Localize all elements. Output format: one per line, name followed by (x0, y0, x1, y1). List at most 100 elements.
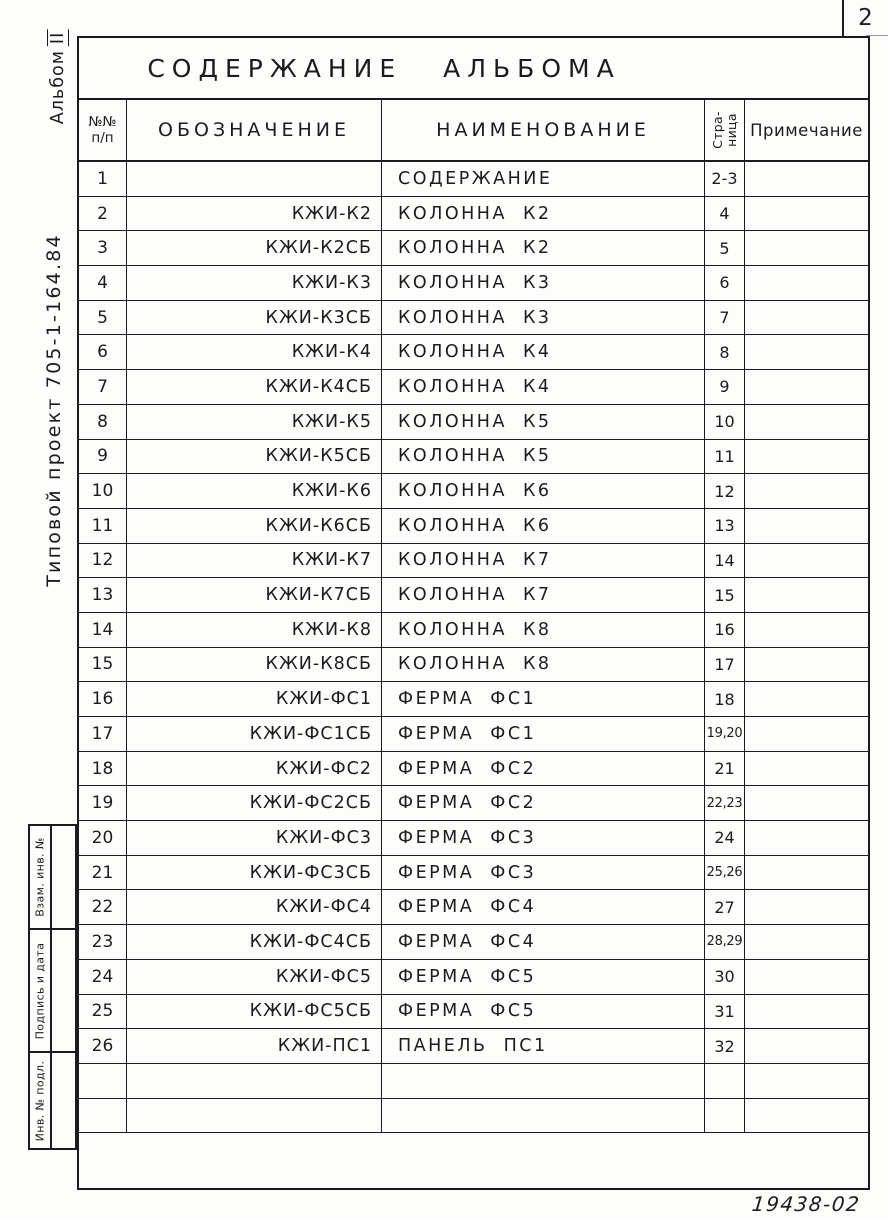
note-cell (745, 682, 868, 716)
header-row-number-line2: п/п (91, 130, 114, 146)
table-row: 16 КЖИ-ФС1 ФЕРМА ФС1 18 (79, 682, 868, 717)
row-number-cell (79, 1098, 127, 1133)
designation-cell: КЖИ-К2СБ (127, 231, 382, 266)
page-cell: 9 (705, 370, 745, 404)
designation-cell (127, 162, 382, 196)
name-cell: КОЛОННА К3 (382, 300, 705, 335)
header-row-number-line1: №№ (88, 113, 117, 130)
row-number-cell: 1 (79, 162, 127, 196)
stamp-inv-podl-label-cell: Инв. № подл. (30, 1053, 52, 1148)
row-number-cell: 14 (79, 612, 127, 647)
project-label-text: Типовой проект 705-1-164.84 (43, 233, 65, 587)
row-number-cell: 13 (79, 578, 127, 612)
designation-cell: КЖИ-ФС3 (127, 821, 382, 855)
stamp-inv-podl: Инв. № подл. (30, 1053, 75, 1148)
note-cell (745, 544, 868, 578)
note-cell (745, 856, 868, 890)
designation-cell: КЖИ-ФС1СБ (127, 717, 382, 751)
table-row: 2 КЖИ-К2 КОЛОННА К2 4 (79, 196, 868, 232)
note-cell (745, 509, 868, 543)
page-cell: 2-3 (705, 162, 745, 196)
page-cell: 31 (705, 994, 745, 1029)
name-cell: КОЛОННА К5 (382, 439, 705, 474)
page-cell: 6 (705, 266, 745, 300)
row-number-cell: 23 (79, 925, 127, 959)
page-cell: 17 (705, 647, 745, 682)
row-number-cell: 18 (79, 751, 127, 786)
table-title: СОДЕРЖАНИЕ АЛЬБОМА (147, 53, 621, 83)
name-cell (382, 1098, 705, 1133)
designation-cell: КЖИ-К5 (127, 404, 382, 439)
row-number-cell: 22 (79, 890, 127, 925)
name-cell: ФЕРМА ФС5 (382, 959, 705, 994)
name-cell: ФЕРМА ФС1 (382, 717, 705, 751)
designation-cell (127, 1098, 382, 1133)
designation-cell: КЖИ-ФС4СБ (127, 925, 382, 959)
header-name: НАИМЕНОВАНИЕ (382, 100, 705, 160)
album-label-text: Альбом II (47, 29, 69, 124)
page-cell: 15 (705, 578, 745, 612)
page-cell: 22,23 (705, 786, 745, 821)
note-cell (745, 752, 868, 786)
page-cell: 10 (705, 404, 745, 439)
name-cell: ФЕРМА ФС5 (382, 994, 705, 1029)
table-row: 25 КЖИ-ФС5СБ ФЕРМА ФС5 31 (79, 994, 868, 1030)
note-cell (745, 1099, 868, 1133)
name-cell: СОДЕРЖАНИЕ (382, 162, 705, 196)
name-cell: ПАНЕЛЬ ПС1 (382, 1029, 705, 1063)
table-row: 6 КЖИ-К4 КОЛОННА К4 8 (79, 335, 868, 371)
designation-cell: КЖИ-ПС1 (127, 1029, 382, 1063)
row-number-cell: 3 (79, 231, 127, 266)
note-cell (745, 1029, 868, 1063)
note-cell (745, 162, 868, 196)
note-cell (745, 231, 868, 265)
designation-cell: КЖИ-К4 (127, 335, 382, 370)
table-row (79, 1098, 868, 1134)
page-cell: 32 (705, 1029, 745, 1063)
page-cell: 11 (705, 439, 745, 474)
stamp-podpis-data: Подпись и дата (30, 930, 75, 1053)
page-cell: 25,26 (705, 855, 745, 890)
designation-cell: КЖИ-К7СБ (127, 578, 382, 612)
table-row: 10 КЖИ-К6 КОЛОННА К6 12 (79, 474, 868, 509)
page-cell: 12 (705, 474, 745, 508)
row-number-cell: 4 (79, 266, 127, 300)
name-cell: КОЛОННА К5 (382, 404, 705, 439)
stamp-podpis-data-label: Подпись и дата (33, 942, 47, 1039)
note-cell (745, 786, 868, 820)
row-number-cell: 21 (79, 855, 127, 890)
note-cell (745, 370, 868, 404)
row-number-cell: 25 (79, 994, 127, 1029)
row-number-cell: 15 (79, 647, 127, 682)
page-cell: 19,20 (705, 717, 745, 751)
table-row: 19 КЖИ-ФС2СБ ФЕРМА ФС2 22,23 (79, 786, 868, 822)
name-cell: ФЕРМА ФС3 (382, 821, 705, 855)
stamp-vzam-inv-label-cell: Взам. инв. № (30, 826, 52, 928)
header-page: Стра-ница (705, 100, 745, 160)
row-number-cell: 26 (79, 1029, 127, 1063)
page-cell: 13 (705, 508, 745, 543)
album-roman-numeral: II (47, 29, 69, 47)
table-row: 4 КЖИ-К3 КОЛОННА К3 6 (79, 266, 868, 301)
row-number-cell: 10 (79, 474, 127, 508)
name-cell: КОЛОННА К2 (382, 196, 705, 231)
row-number-cell: 2 (79, 196, 127, 231)
note-cell (745, 821, 868, 855)
note-cell (745, 960, 868, 994)
note-cell (745, 648, 868, 682)
note-cell (745, 1064, 868, 1098)
row-number-cell: 6 (79, 335, 127, 370)
stamp-vzam-inv-value-cell (52, 826, 75, 928)
header-note: Примечание (750, 120, 863, 140)
table-row: 24 КЖИ-ФС5 ФЕРМА ФС5 30 (79, 959, 868, 995)
name-cell: КОЛОННА К6 (382, 508, 705, 543)
note-cell (745, 440, 868, 474)
designation-cell: КЖИ-К3СБ (127, 300, 382, 335)
designation-cell: КЖИ-К8СБ (127, 647, 382, 682)
sheet-number: 2 (858, 5, 873, 31)
designation-cell: КЖИ-К8 (127, 612, 382, 647)
designation-cell: КЖИ-ФС1 (127, 682, 382, 716)
name-cell: КОЛОННА К4 (382, 335, 705, 370)
page-cell: 16 (705, 612, 745, 647)
page-cell: 7 (705, 300, 745, 335)
